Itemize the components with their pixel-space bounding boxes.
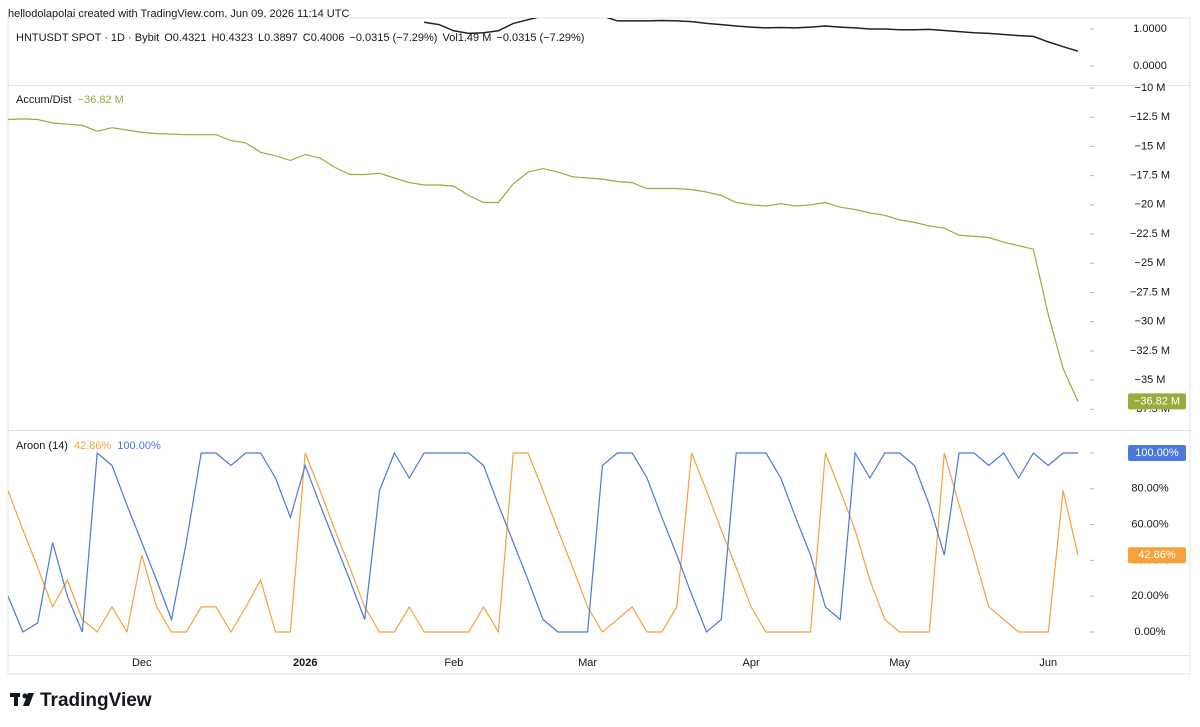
x-tick-label: Dec xyxy=(132,657,152,669)
y-tick-label: 60.00% xyxy=(1131,518,1169,530)
y-tick-label: −22.5 M xyxy=(1130,228,1170,240)
legend: HNTUSDT SPOT · 1D · Bybit O0.4321 H0.4323 L… xyxy=(16,32,584,44)
legend-item: HNTUSDT SPOT · 1D · Bybit xyxy=(16,32,159,44)
logo: TradingView xyxy=(10,690,152,711)
y-tick-label: 1.0000 xyxy=(1133,23,1167,35)
header: hellodolapolai created with TradingView.… xyxy=(8,8,349,20)
x-tick-label: Apr xyxy=(742,657,759,669)
plot-area xyxy=(423,18,1079,52)
legend-item: O0.4321 xyxy=(164,32,206,44)
plot-area xyxy=(8,118,1079,402)
x-tick-label: 2026 xyxy=(293,657,317,669)
legend-item: Vol1.49 M xyxy=(442,32,491,44)
y-tick-label: 20.00% xyxy=(1131,590,1169,602)
y-tick-label: −15 M xyxy=(1135,140,1166,152)
x-tick-label: Mar xyxy=(578,657,597,669)
plot-area xyxy=(8,451,1079,634)
x-tick-label: May xyxy=(889,657,910,669)
legend-item: 100.00% xyxy=(117,440,161,452)
legend-item: Aroon (14) xyxy=(16,440,68,452)
legend-item: H0.4323 xyxy=(211,32,253,44)
legend: Aroon (14) 42.86% 100.00% xyxy=(16,440,161,452)
last-value-badge xyxy=(1128,547,1186,564)
frame xyxy=(7,17,1191,675)
y-tick-label: −12.5 M xyxy=(1130,111,1170,123)
y-tick-label: −20 M xyxy=(1135,199,1166,211)
series-line xyxy=(423,18,1079,52)
last-value-badge xyxy=(1128,393,1186,410)
last-value-badge xyxy=(1128,444,1186,461)
legend-item: 42.86% xyxy=(74,440,112,452)
series-line xyxy=(8,118,1079,402)
y-tick-label: −10 M xyxy=(1135,82,1166,94)
last-value-label: 42.86% xyxy=(1138,549,1176,561)
y-tick-label: −17.5 M xyxy=(1130,170,1170,182)
y-tick-label: −30 M xyxy=(1135,316,1166,328)
y-tick-label: 0.00% xyxy=(1134,626,1165,638)
y-tick-label: −27.5 M xyxy=(1130,286,1170,298)
y-tick-label: 80.00% xyxy=(1131,483,1169,495)
x-tick-label: Jun xyxy=(1039,657,1057,669)
legend-item: C0.4006 xyxy=(303,32,345,44)
legend-item: L0.3897 xyxy=(258,32,298,44)
legend-item: −0.0315 (−7.29%) xyxy=(349,32,437,44)
y-tick-label: −32.5 M xyxy=(1130,345,1170,357)
legend-item: −0.0315 (−7.29%) xyxy=(496,32,584,44)
y-tick-label: 0.0000 xyxy=(1133,60,1167,72)
y-tick-label: −35 M xyxy=(1135,374,1166,386)
brand: TradingView xyxy=(40,690,152,711)
legend: Accum/Dist −36.82 M xyxy=(16,94,124,106)
series-line xyxy=(8,452,1079,634)
series-line xyxy=(8,451,1078,633)
legend-item: −36.82 M xyxy=(78,94,124,106)
last-value-label: −36.82 M xyxy=(1134,395,1180,407)
x-tick-label: Feb xyxy=(444,657,463,669)
last-value-label: 100.00% xyxy=(1135,447,1179,459)
legend-item: Accum/Dist xyxy=(16,94,72,106)
y-tick-label: −25 M xyxy=(1135,257,1166,269)
